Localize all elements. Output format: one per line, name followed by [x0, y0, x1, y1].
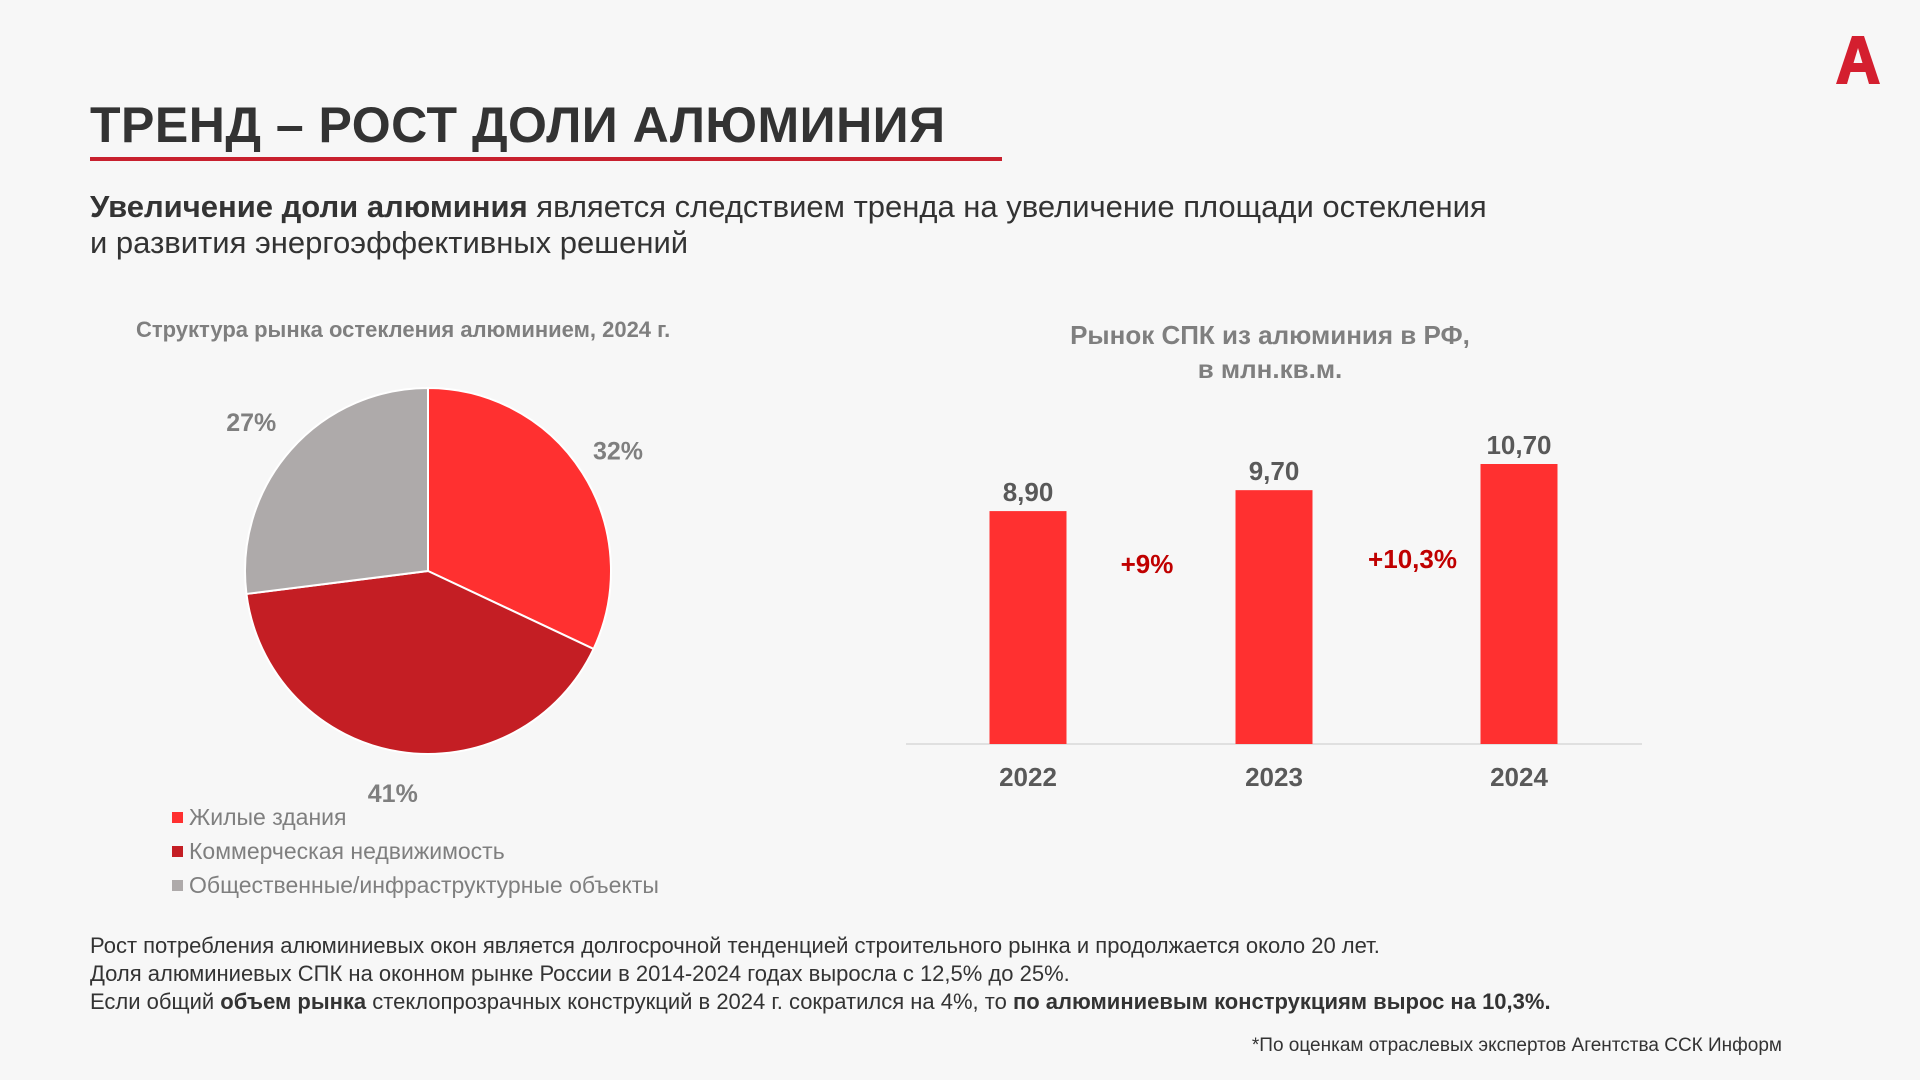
- bar-2024: [1480, 464, 1558, 744]
- pie-label-public: 27%: [226, 409, 276, 437]
- summary-line-3-part-b: объем рынка: [220, 989, 367, 1014]
- page-title: ТРЕНД – РОСТ ДОЛИ АЛЮМИНИЯ: [90, 97, 946, 153]
- summary-line-2: Доля алюминиевых СПК на оконном рынке Ро…: [90, 961, 1070, 986]
- bar-value-label-2024: 10,70: [1486, 430, 1551, 460]
- bar-value-label-2023: 9,70: [1249, 456, 1300, 486]
- legend-label-public: Общественные/инфраструктурные объекты: [189, 871, 659, 898]
- bar-value-label-2022: 8,90: [1003, 477, 1054, 507]
- bar-chart-title-line1: Рынок СПК из алюминия в РФ,: [1070, 320, 1470, 350]
- x-tick-label-2024: 2024: [1490, 762, 1548, 792]
- summary-line-3-part-d: по алюминиевым конструкциям вырос на 10,…: [1012, 989, 1551, 1014]
- legend-item-commercial: Коммерческая недвижимость: [172, 834, 659, 868]
- pie-legend: Жилые здания Коммерческая недвижимость О…: [172, 800, 659, 902]
- subtitle-bold: Увеличение доли алюминия: [90, 189, 528, 224]
- pie-label-residential: 32%: [593, 437, 643, 465]
- legend-label-residential: Жилые здания: [189, 803, 347, 830]
- summary-line-1: Рост потребления алюминиевых окон являет…: [90, 933, 1380, 958]
- legend-swatch-commercial: [172, 845, 183, 857]
- alutech-logo-icon: [1836, 36, 1880, 84]
- legend-label-commercial: Коммерческая недвижимость: [189, 837, 505, 864]
- summary-line-3-part-a: Если общий: [90, 989, 221, 1014]
- pie-slice-public: [244, 386, 429, 596]
- bar-2022: [989, 511, 1067, 744]
- x-tick-label-2022: 2022: [999, 762, 1057, 792]
- legend-item-public: Общественные/инфраструктурные объекты: [172, 868, 659, 902]
- bar-2023: [1235, 490, 1313, 744]
- pie-slice-residential: [427, 386, 612, 651]
- bar-chart-title-line2: в млн.кв.м.: [1197, 354, 1343, 384]
- growth-label-2: +10,3%: [1368, 544, 1457, 574]
- summary-line-3: Если общий объем рынка стеклопрозрачных …: [90, 988, 1830, 1016]
- x-tick-label-2023: 2023: [1245, 762, 1303, 792]
- pie-slice-commercial: [245, 569, 595, 755]
- page-subtitle: Увеличение доли алюминия является следст…: [90, 189, 1690, 261]
- footnote: *По оценкам отраслевых экспертов Агентст…: [1251, 1035, 1782, 1056]
- legend-swatch-residential: [172, 811, 183, 823]
- bar-chart-title: Рынок СПК из алюминия в РФ, в млн.кв.м.: [1020, 318, 1520, 386]
- title-underline: [90, 157, 1002, 161]
- legend-swatch-public: [172, 879, 183, 891]
- subtitle-line2: и развития энергоэффективных решений: [90, 225, 689, 260]
- legend-item-residential: Жилые здания: [172, 800, 659, 834]
- growth-label-1: +9%: [1121, 549, 1174, 579]
- pie-chart-title: Структура рынка остекления алюминием, 20…: [136, 317, 671, 342]
- bottom-summary: Рост потребления алюминиевых окон являет…: [90, 932, 1830, 1016]
- subtitle-rest: является следствием тренда на увеличение…: [527, 189, 1487, 224]
- summary-line-3-part-c: стеклопрозрачных конструкций в 2024 г. с…: [366, 989, 1013, 1014]
- pie-label-commercial: 41%: [368, 780, 418, 808]
